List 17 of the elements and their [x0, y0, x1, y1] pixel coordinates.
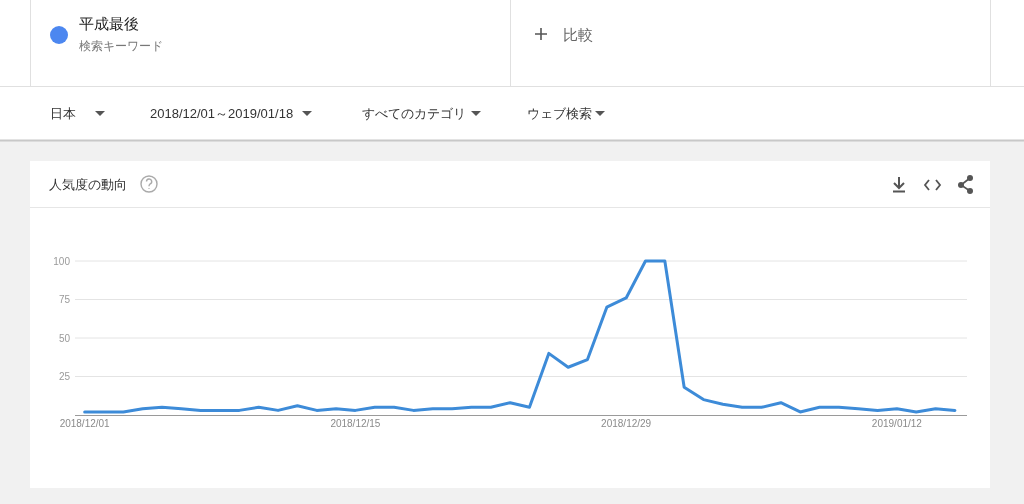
text: ウェブ検索: [527, 106, 592, 121]
line-series: [83, 259, 957, 414]
text: 検索キーワード: [79, 39, 163, 53]
y-tick-label: 50: [58, 332, 71, 344]
x-tick-label: 2018/12/01: [59, 418, 111, 429]
text: 日本: [50, 106, 76, 121]
text: 平成最後: [79, 15, 139, 32]
x-tick-label: 2019/01/12: [871, 418, 923, 429]
x-tick-label: 2018/12/29: [601, 418, 652, 429]
chart-title: 人気度の動向: [49, 177, 127, 192]
x-tick-label: 2018/12/15: [330, 418, 381, 429]
text: すべてのカテゴリ: [362, 106, 466, 121]
text: 2018/12/01～2019/01/18: [150, 106, 294, 121]
y-tick-label: 75: [58, 294, 71, 305]
y-tick-label: 100: [53, 255, 71, 267]
text: 比較: [563, 26, 593, 43]
y-tick-label: 25: [58, 371, 71, 382]
